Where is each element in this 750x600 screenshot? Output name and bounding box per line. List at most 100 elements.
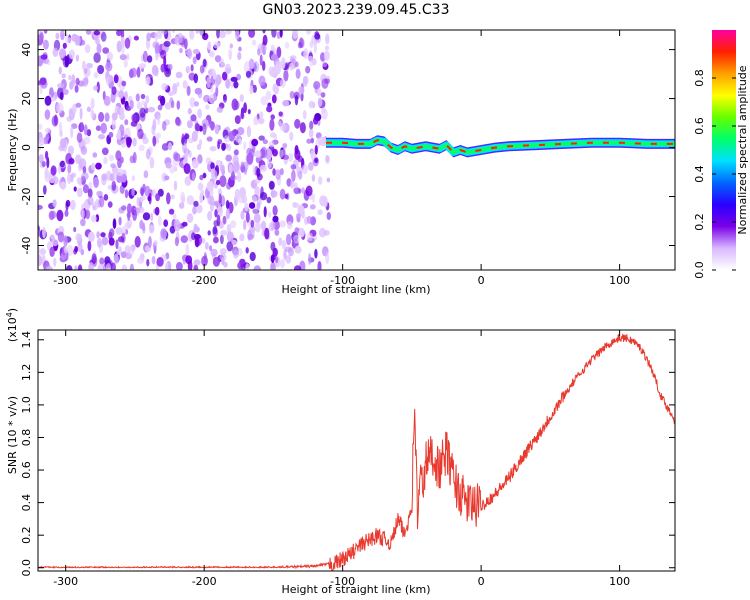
noise-blob: [324, 78, 331, 84]
noise-blob: [240, 112, 245, 120]
noise-blob: [205, 242, 209, 250]
noise-blob: [262, 34, 268, 46]
noise-blob: [199, 192, 204, 204]
noise-blob: [228, 49, 233, 60]
noise-blob: [182, 80, 188, 89]
spectrogram-x-label: Height of straight line (km): [281, 283, 430, 296]
noise-blob: [272, 205, 278, 216]
noise-blob: [123, 59, 128, 68]
noise-blob: [269, 118, 275, 131]
noise-blob: [49, 246, 55, 257]
noise-blob: [284, 193, 289, 200]
y-tick-label: 20: [20, 92, 33, 106]
y-tick-label: 0.8: [20, 429, 33, 447]
noise-blob: [121, 264, 128, 270]
noise-blob: [101, 147, 109, 156]
noise-blob: [74, 246, 78, 253]
noise-blob: [324, 45, 330, 51]
noise-blob: [143, 170, 149, 179]
noise-blob: [92, 152, 98, 158]
noise-blob: [294, 118, 301, 129]
noise-blob: [67, 245, 74, 257]
noise-blob: [281, 239, 287, 250]
noise-blob: [310, 137, 314, 144]
noise-blob: [88, 231, 95, 242]
noise-blob: [292, 30, 299, 39]
noise-blob: [88, 181, 93, 190]
noise-blob: [67, 172, 72, 185]
noise-blob: [239, 258, 246, 265]
noise-blob: [228, 164, 233, 174]
noise-blob: [142, 212, 151, 221]
noise-blob: [152, 135, 157, 147]
noise-blob: [96, 81, 100, 93]
noise-blob: [268, 140, 275, 148]
noise-blob: [75, 77, 80, 86]
y-tick-label: 0: [20, 144, 33, 151]
noise-blob: [183, 163, 191, 175]
noise-blob: [253, 116, 259, 126]
noise-blob: [233, 249, 239, 259]
noise-blob: [126, 137, 132, 148]
noise-blob: [137, 206, 145, 214]
noise-blob: [326, 177, 331, 183]
noise-blob: [301, 210, 305, 219]
colorbar-gradient: [712, 30, 736, 270]
noise-blob: [209, 94, 215, 104]
noise-blob: [138, 63, 147, 69]
noise-blob: [164, 67, 172, 78]
noise-blob: [245, 211, 250, 223]
noise-blob: [205, 104, 210, 110]
noise-blob: [257, 117, 265, 125]
noise-blob: [210, 121, 215, 131]
noise-blob: [193, 264, 199, 270]
noise-blob: [210, 84, 214, 93]
noise-blob: [271, 94, 277, 104]
noise-blob: [279, 122, 286, 132]
noise-blob: [308, 161, 314, 171]
noise-blob: [111, 112, 118, 121]
snr-y-label: SNR (10 * v/v): [6, 396, 19, 474]
noise-blob: [59, 91, 64, 101]
noise-blob: [298, 188, 302, 194]
noise-blob: [325, 33, 330, 45]
snr-y-multiplier: (x104): [5, 308, 19, 342]
noise-blob: [164, 102, 172, 110]
noise-blob: [205, 157, 212, 165]
noise-blob: [102, 47, 110, 54]
noise-blob: [289, 131, 294, 141]
noise-blob: [131, 175, 135, 182]
noise-blob: [54, 114, 58, 126]
noise-blob: [101, 236, 109, 246]
noise-blob: [197, 182, 204, 191]
noise-blob: [280, 258, 285, 269]
noise-blob: [192, 48, 200, 55]
noise-blob: [140, 93, 146, 100]
noise-blob: [53, 257, 57, 267]
noise-blob: [45, 133, 50, 141]
noise-blob: [230, 170, 235, 183]
noise-blob: [309, 120, 314, 130]
noise-blob: [148, 236, 152, 248]
noise-blob: [157, 30, 163, 40]
noise-blob: [249, 251, 256, 262]
noise-blob: [206, 180, 214, 192]
noise-blob: [249, 85, 254, 95]
noise-blob: [107, 201, 113, 208]
noise-blob: [240, 210, 245, 220]
noise-blob: [279, 59, 286, 70]
noise-blob: [147, 195, 152, 202]
noise-blob: [169, 225, 176, 234]
noise-blob: [238, 46, 242, 52]
noise-blob: [73, 226, 77, 233]
noise-blob: [171, 100, 175, 109]
noise-blob: [140, 187, 144, 197]
noise-blob: [84, 44, 91, 54]
noise-blob: [271, 254, 276, 261]
noise-blob: [305, 185, 313, 197]
noise-blob: [132, 137, 137, 147]
noise-blob: [96, 43, 102, 54]
noise-blob: [157, 104, 163, 111]
noise-blob: [321, 108, 328, 120]
